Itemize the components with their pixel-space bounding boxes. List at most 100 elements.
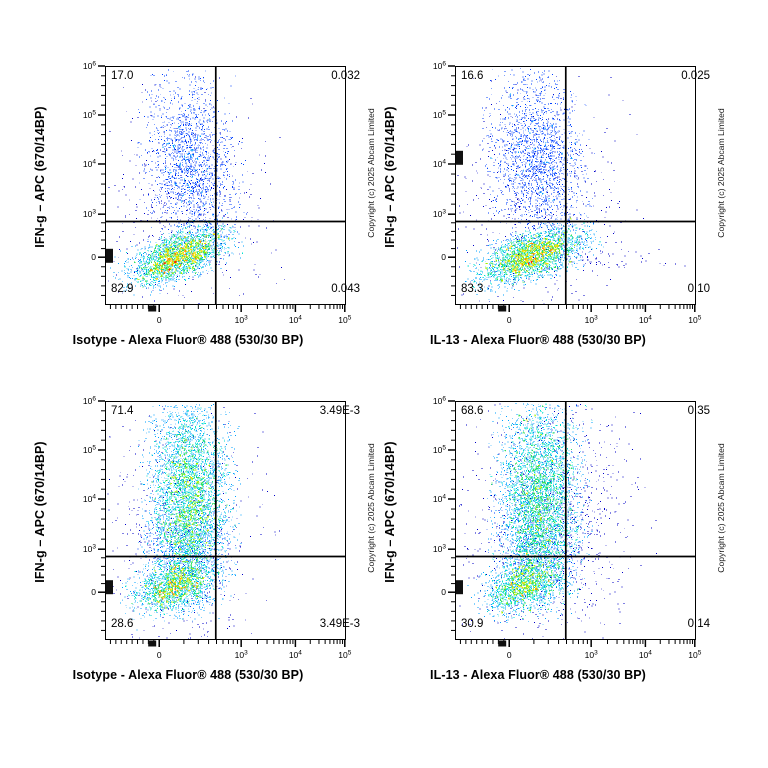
density-dots (131, 417, 228, 612)
x-axis-title: IL-13 - Alexa Fluor® 488 (530/30 BP) (430, 333, 646, 347)
axis-zero-saturation-bar (148, 640, 157, 647)
y-axis-title: IFN-g – APC (670/14BP) (383, 106, 397, 248)
density-dots (108, 76, 285, 304)
axis-zero-saturation-bar (456, 580, 463, 595)
axis-tick-label: 105 (433, 109, 446, 120)
quadrant-upper-left-value: 17.0 (111, 70, 134, 82)
axis-tick-label: 0 (441, 252, 446, 262)
quadrant-lower-left-value: 28.6 (111, 618, 134, 630)
quadrant-lower-right-value: 0.043 (331, 283, 360, 295)
quadrant-upper-left-value: 16.6 (461, 70, 484, 82)
axis-tick-label: 0 (91, 252, 96, 262)
axis-tick-label: 104 (639, 650, 652, 661)
axis-tick-label: 103 (83, 209, 96, 220)
plot-panel-4: IFN-g – APC (670/14BP) IL-13 - Alexa Flu… (358, 395, 726, 725)
axis-tick-label: 105 (688, 315, 701, 326)
axis-tick-label: 104 (639, 315, 652, 326)
quadrant-upper-right-value: 3.49E-3 (319, 405, 360, 417)
axis-tick-label: 105 (83, 109, 96, 120)
axis-tick-label: 103 (235, 650, 248, 661)
axis-tick-label: 105 (688, 650, 701, 661)
axis-tick-label: 106 (83, 396, 96, 407)
axis-tick-label: 105 (338, 650, 351, 661)
axis-tick-label: 0 (157, 650, 162, 660)
axis-zero-saturation-bar (148, 305, 157, 312)
axis-zero-saturation-bar (456, 150, 463, 165)
density-dots (154, 476, 209, 603)
axis-zero-saturation-bar (106, 580, 113, 595)
quadrant-lower-left-value: 82.9 (111, 283, 134, 295)
plot-panel-2: IFN-g – APC (670/14BP) IL-13 - Alexa Flu… (358, 60, 726, 390)
y-axis-title: IFN-g – APC (670/14BP) (33, 106, 47, 248)
density-dots (481, 68, 601, 280)
y-axis-title: IFN-g – APC (670/14BP) (33, 441, 47, 583)
density-dots (151, 233, 217, 281)
density-dots (465, 93, 605, 300)
x-axis-title: IL-13 - Alexa Fluor® 488 (530/30 BP) (430, 668, 646, 682)
quadrant-upper-right-value: 0.025 (681, 70, 710, 82)
copyright-notice: Copyright (c) 2025 Abcam Limited (716, 108, 726, 238)
axis-tick-label: 103 (433, 544, 446, 555)
axis-tick-label: 103 (433, 209, 446, 220)
density-dots (120, 403, 242, 631)
density-dots (490, 405, 579, 619)
dot-plot-canvas (456, 67, 695, 304)
axis-tick-label: 0 (91, 587, 96, 597)
density-dots (499, 237, 561, 273)
density-dots (144, 439, 217, 609)
dot-plot-canvas (106, 67, 345, 304)
density-dots (124, 220, 243, 287)
axis-zero-saturation-bar (498, 640, 507, 647)
density-dots (527, 260, 533, 265)
dot-plot-canvas (106, 402, 345, 639)
x-axis-title: Isotype - Alexa Fluor® 488 (530/30 BP) (72, 668, 304, 682)
quadrant-upper-left-value: 71.4 (111, 405, 134, 417)
axis-tick-label: 106 (433, 61, 446, 72)
scatter-plot-area[interactable] (105, 401, 346, 640)
copyright-notice: Copyright (c) 2025 Abcam Limited (716, 443, 726, 573)
axis-tick-label: 104 (433, 493, 446, 504)
axis-tick-label: 104 (289, 650, 302, 661)
axis-tick-label: 103 (585, 315, 598, 326)
quadrant-lower-right-value: 0.10 (687, 283, 710, 295)
density-dots (137, 418, 232, 612)
dot-plot-canvas (456, 402, 695, 639)
axis-tick-label: 103 (585, 650, 598, 661)
density-dots (459, 403, 657, 639)
density-dots (163, 260, 177, 271)
quadrant-upper-left-value: 68.6 (461, 405, 484, 417)
axis-tick-label: 104 (83, 158, 96, 169)
density-dots (486, 432, 585, 620)
axis-tick-label: 106 (83, 61, 96, 72)
plot-panel-1: IFN-g – APC (670/14BP) Isotype - Alexa F… (8, 60, 376, 390)
quadrant-upper-right-value: 0.35 (687, 405, 710, 417)
axis-tick-label: 0 (157, 315, 162, 325)
axis-zero-saturation-bar (106, 248, 113, 263)
axis-tick-label: 103 (235, 315, 248, 326)
quadrant-lower-left-value: 83.3 (461, 283, 484, 295)
axis-tick-label: 0 (507, 315, 512, 325)
axis-tick-label: 106 (433, 396, 446, 407)
axis-tick-label: 105 (338, 315, 351, 326)
axis-tick-label: 104 (433, 158, 446, 169)
axis-zero-saturation-bar (498, 305, 507, 312)
scatter-plot-area[interactable] (455, 66, 696, 305)
density-dots (479, 403, 593, 618)
axis-tick-label: 105 (83, 444, 96, 455)
scatter-plot-area[interactable] (455, 401, 696, 640)
density-dots (467, 403, 594, 625)
axis-tick-label: 0 (441, 587, 446, 597)
quadrant-lower-right-value: 0.14 (687, 618, 710, 630)
quadrant-lower-right-value: 3.49E-3 (319, 618, 360, 630)
plot-panel-3: IFN-g – APC (670/14BP) Isotype - Alexa F… (8, 395, 376, 725)
scatter-plot-area[interactable] (105, 66, 346, 305)
quadrant-upper-right-value: 0.032 (331, 70, 360, 82)
x-axis-title: Isotype - Alexa Fluor® 488 (530/30 BP) (72, 333, 304, 347)
y-axis-title: IFN-g – APC (670/14BP) (383, 441, 397, 583)
axis-tick-label: 104 (83, 493, 96, 504)
quadrant-lower-left-value: 30.9 (461, 618, 484, 630)
axis-tick-label: 105 (433, 444, 446, 455)
density-dots (515, 242, 553, 272)
axis-tick-label: 0 (507, 650, 512, 660)
